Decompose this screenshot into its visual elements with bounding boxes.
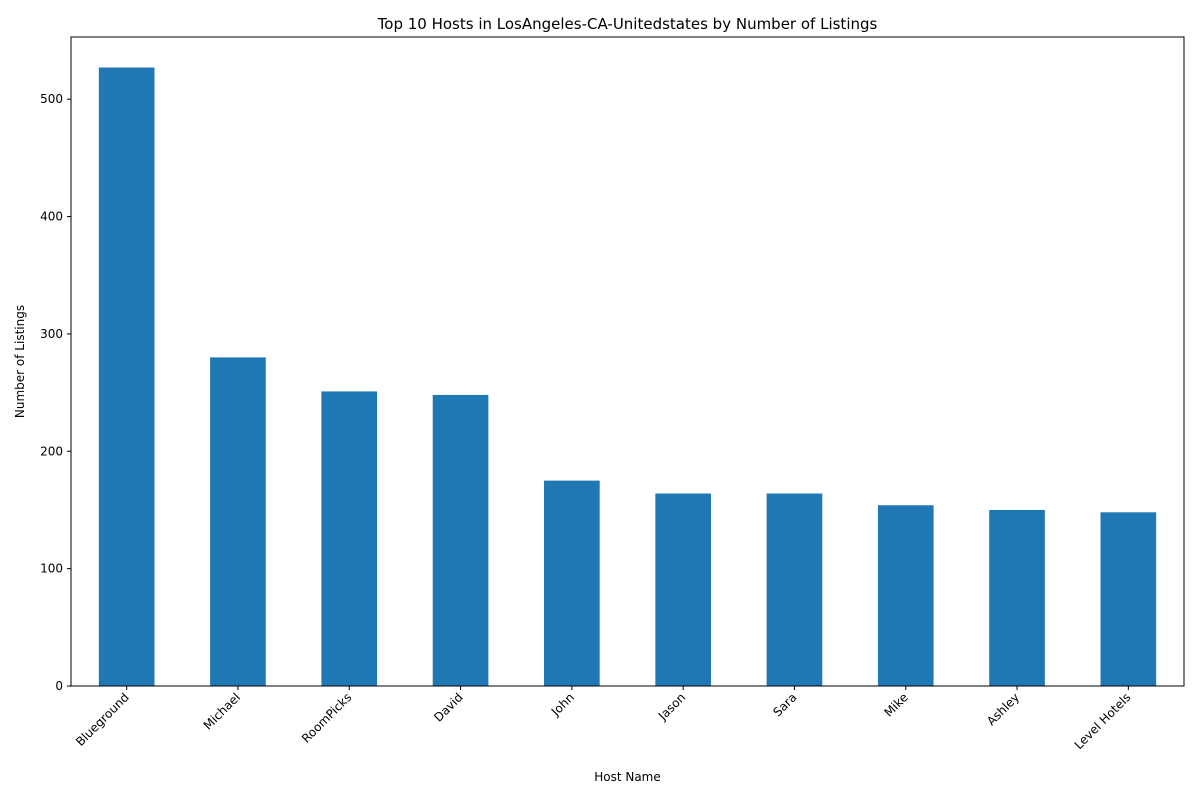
bar-mike	[877, 505, 934, 686]
bar-roompicks	[321, 391, 378, 686]
bars-group	[98, 67, 1157, 687]
y-axis: 0 100 200 300 400 500	[40, 92, 71, 693]
bar-david	[432, 394, 489, 686]
bar-john	[544, 480, 600, 686]
bar-ashley	[989, 509, 1045, 686]
x-tick-label: Sara	[770, 690, 799, 719]
x-axis: Blueground Michael RoomPicks David John Jason…	[73, 686, 1133, 752]
x-axis-label: Host Name	[594, 770, 661, 784]
x-tick-label: Jason	[655, 690, 688, 723]
x-tick-label: RoomPicks	[299, 690, 354, 745]
x-tick-label: Ashley	[984, 690, 1022, 728]
y-axis-label: Number of Listings	[13, 305, 27, 418]
x-tick-label: John	[548, 690, 577, 719]
y-tick-label: 500	[40, 92, 63, 106]
bar-jason	[655, 493, 711, 686]
y-tick-label: 0	[55, 679, 63, 693]
x-tick-label: Blueground	[73, 690, 132, 749]
chart-title: Top 10 Hosts in LosAngeles-CA-Unitedstat…	[377, 15, 878, 33]
bar-michael	[210, 357, 266, 686]
bar-blueground	[98, 67, 155, 687]
x-tick-label: Mike	[881, 690, 910, 719]
x-tick-label: David	[431, 690, 465, 724]
y-tick-label: 400	[40, 210, 63, 224]
x-tick-label: Level Hotels	[1072, 690, 1134, 752]
y-tick-label: 300	[40, 327, 63, 341]
y-tick-label: 200	[40, 444, 63, 458]
x-tick-label: Michael	[201, 690, 243, 732]
bar-sara	[766, 493, 823, 686]
plot-frame	[70, 36, 1185, 687]
bar-level-hotels	[1100, 512, 1157, 686]
y-tick-label: 100	[40, 562, 63, 576]
